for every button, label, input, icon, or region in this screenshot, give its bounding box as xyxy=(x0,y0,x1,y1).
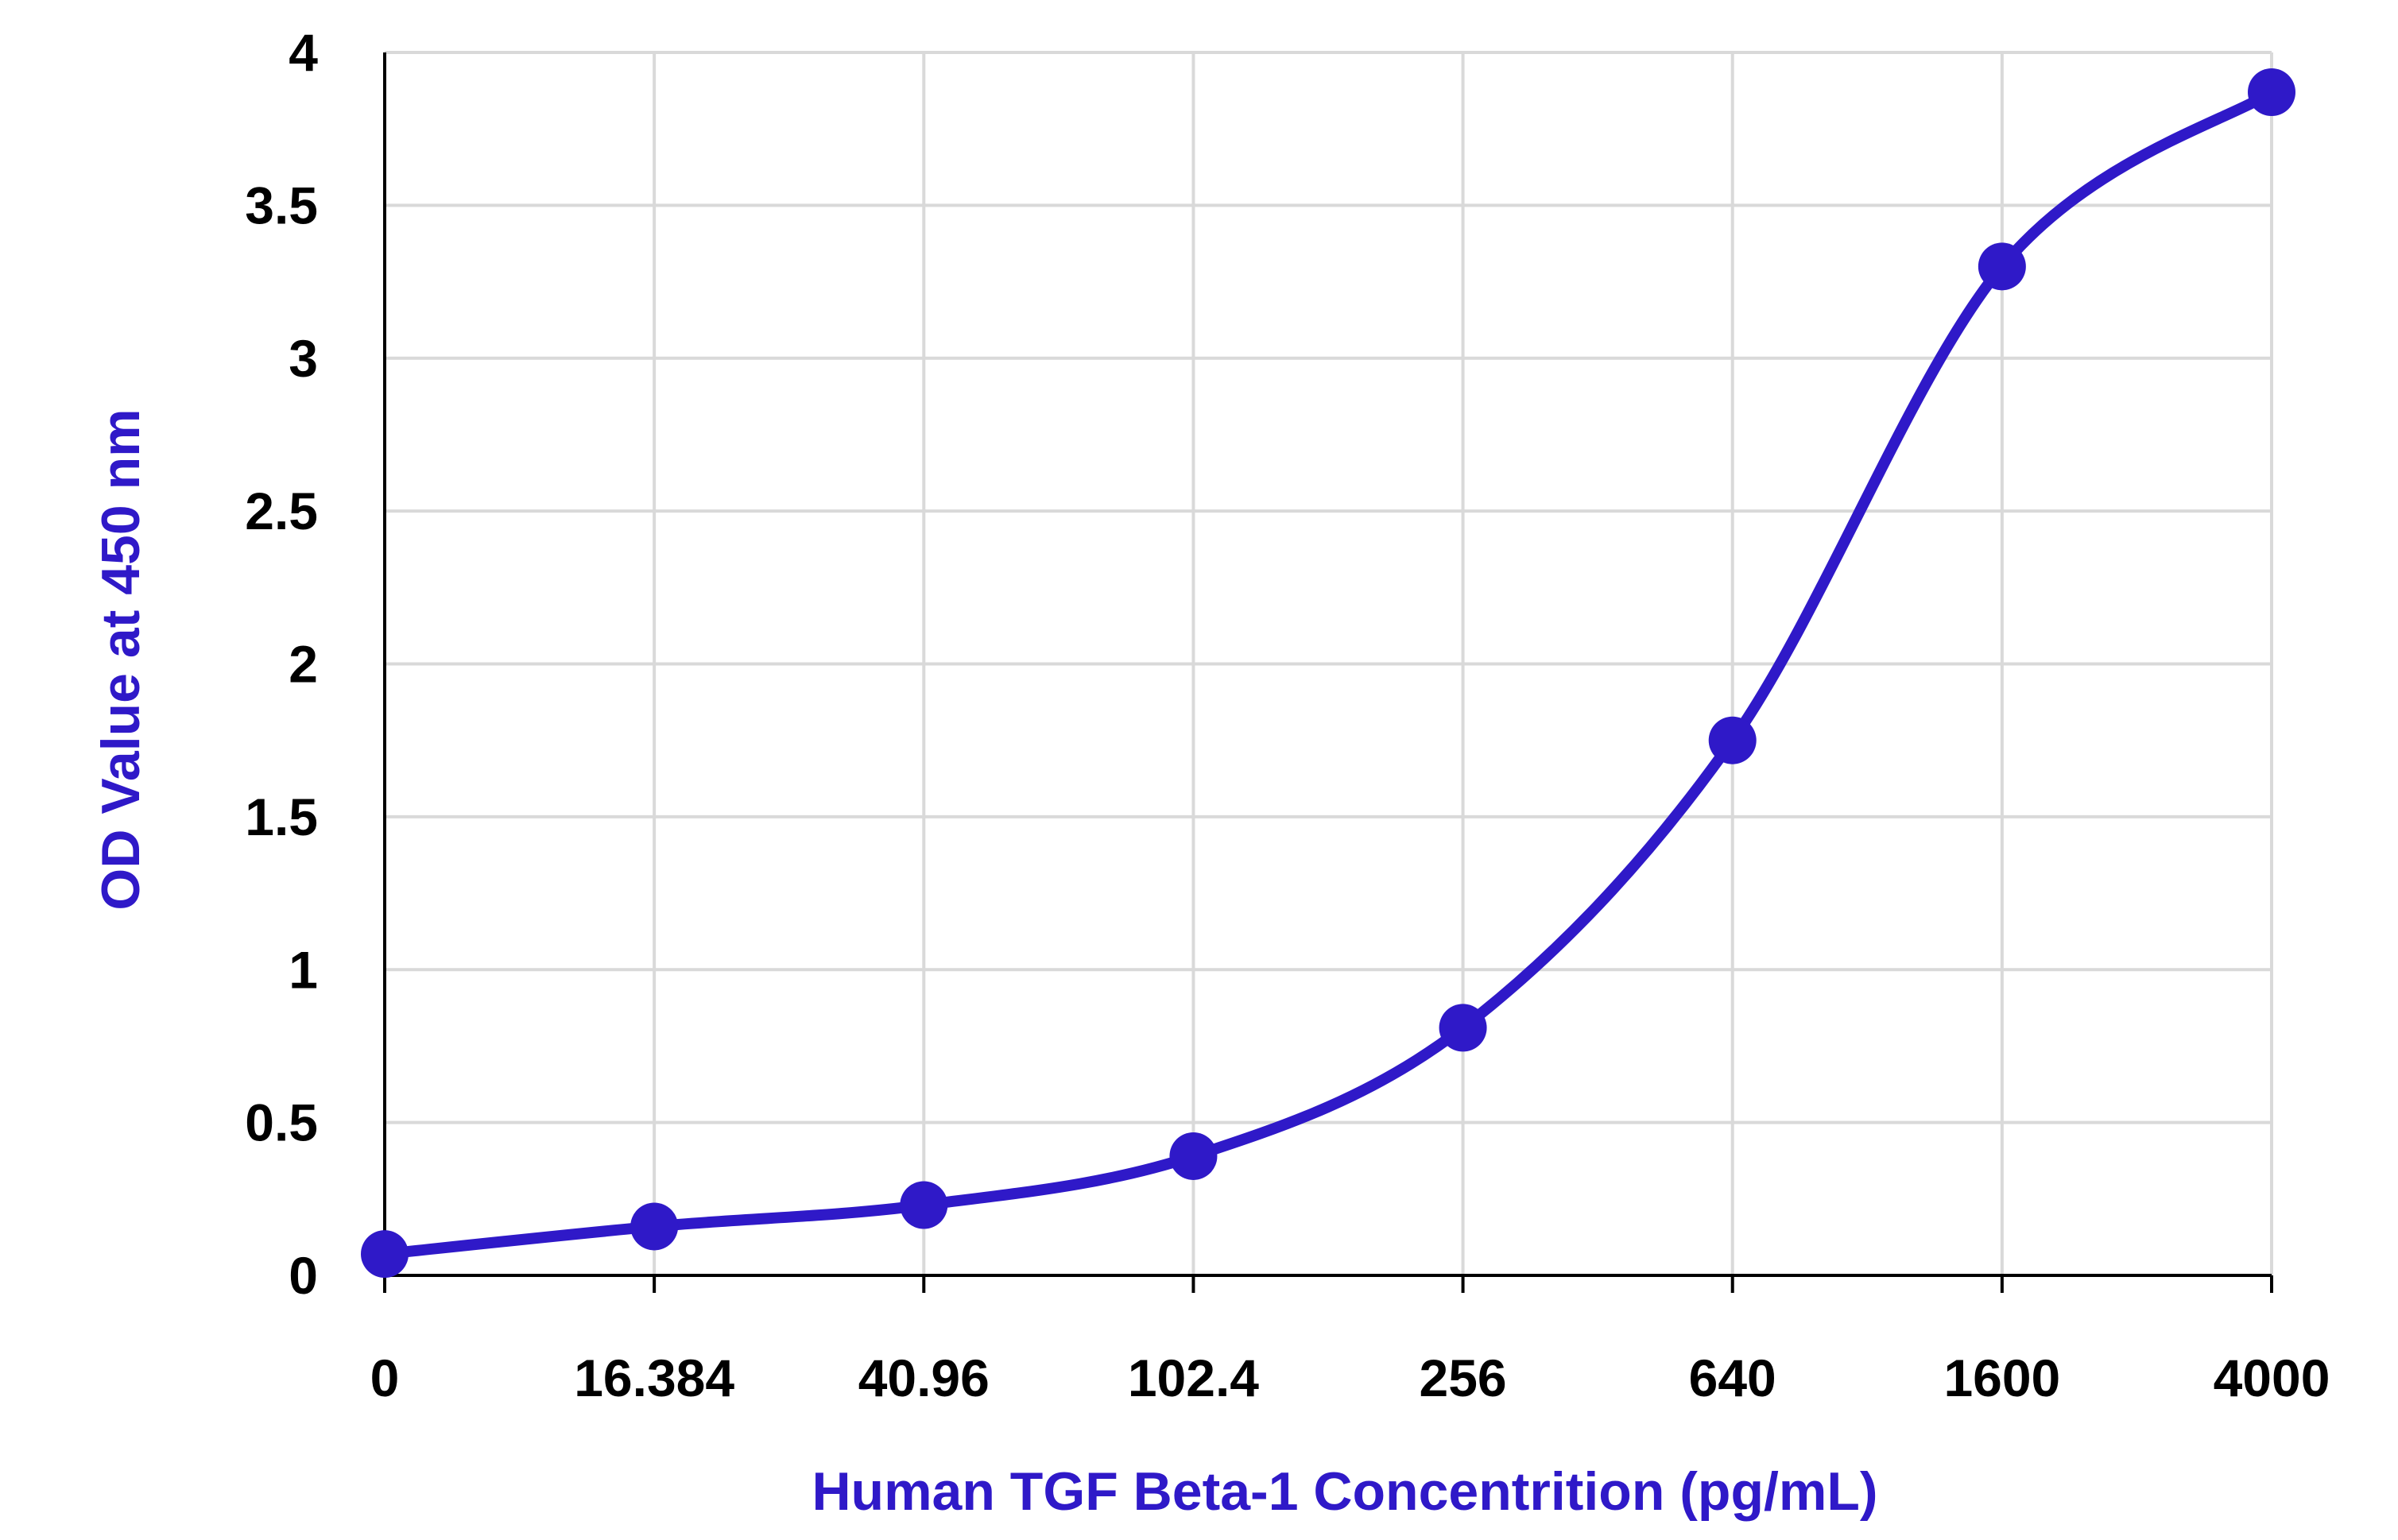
y-tick-label: 1 xyxy=(289,940,318,999)
x-tick-labels: 0 16.384 40.96 102.4 256 640 1600 4000 xyxy=(370,1348,2330,1407)
y-tick-label: 4 xyxy=(289,23,318,82)
y-tick-label: 3.5 xyxy=(245,176,318,234)
y-tick-label: 2 xyxy=(289,635,318,694)
x-tick-label: 640 xyxy=(1689,1348,1776,1407)
data-point xyxy=(1439,1004,1487,1052)
data-point xyxy=(361,1230,409,1279)
data-point xyxy=(2248,68,2295,117)
x-tick-label: 1600 xyxy=(1943,1348,2060,1407)
data-point xyxy=(900,1181,948,1229)
data-point xyxy=(1169,1132,1218,1180)
y-tick-label: 0.5 xyxy=(245,1093,318,1152)
series-line xyxy=(379,87,2277,1260)
axes xyxy=(383,52,2273,1293)
x-tick-label: 102.4 xyxy=(1128,1348,1259,1407)
data-point xyxy=(630,1202,679,1251)
x-tick-label: 16.384 xyxy=(574,1348,734,1407)
y-tick-label: 1.5 xyxy=(245,787,318,846)
y-tick-label: 3 xyxy=(289,329,318,388)
series xyxy=(361,68,2295,1279)
y-tick-labels: 0 0.5 1 1.5 2 2.5 3 3.5 4 xyxy=(245,23,318,1305)
x-tick-label: 0 xyxy=(370,1348,400,1407)
y-axis-title: OD Value at 450 nm xyxy=(91,408,151,910)
x-axis-title: Human TGF Beta-1 Concentrition (pg/mL) xyxy=(812,1461,1877,1522)
x-tick-label: 4000 xyxy=(2214,1348,2330,1407)
data-point xyxy=(1708,716,1757,764)
x-tick-label: 256 xyxy=(1420,1348,1507,1407)
y-tick-label: 2.5 xyxy=(245,482,318,540)
x-tick-label: 40.96 xyxy=(858,1348,990,1407)
grid xyxy=(385,51,2273,1275)
y-tick-label: 0 xyxy=(289,1246,318,1305)
data-point xyxy=(1978,242,2026,291)
